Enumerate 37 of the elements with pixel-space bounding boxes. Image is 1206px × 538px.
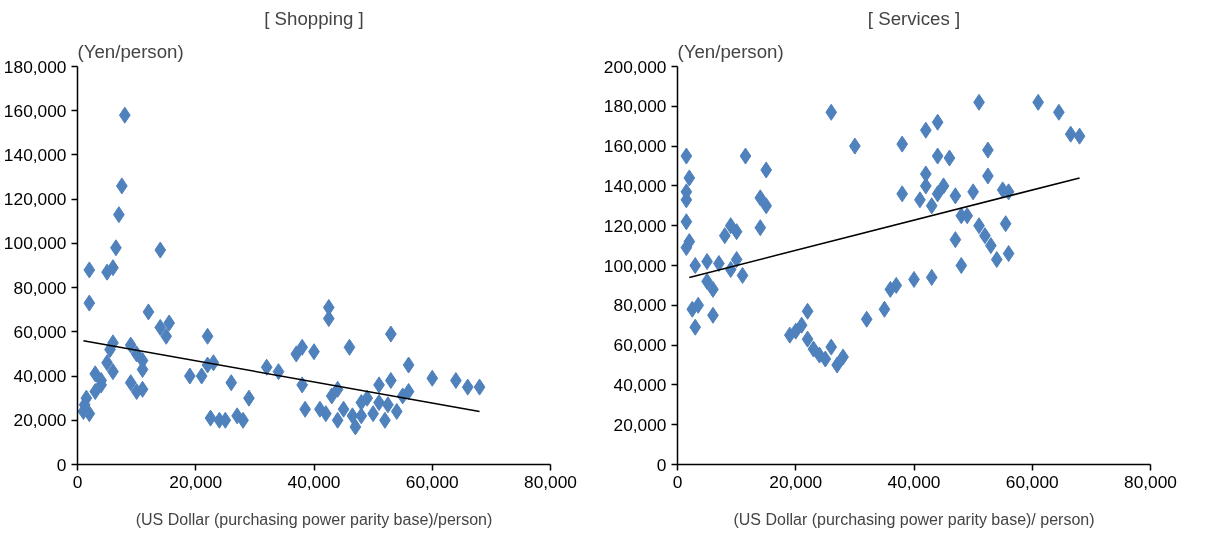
- y-tick-label: 40,000: [13, 366, 67, 387]
- y-tick-label: 120,000: [603, 215, 667, 236]
- y-tick-label: 40,000: [613, 374, 667, 395]
- x-tick-label: 60,000: [1005, 471, 1059, 492]
- x-tick-label: 40,000: [287, 471, 341, 492]
- x-tick-label: 20,000: [169, 471, 223, 492]
- chart-title: [ Shopping ]: [264, 7, 364, 29]
- y-tick-label: 180,000: [603, 96, 667, 117]
- y-tick-label: 80,000: [613, 295, 667, 316]
- x-tick-label: 0: [672, 471, 683, 492]
- y-tick-label: 80,000: [13, 277, 67, 298]
- y-tick-label: 140,000: [603, 175, 667, 196]
- y-tick-label: 60,000: [613, 335, 667, 356]
- y-tick-label: 160,000: [603, 136, 667, 157]
- y-tick-label: 120,000: [3, 189, 67, 210]
- chart-title: [ Services ]: [867, 7, 961, 29]
- x-tick-label: 20,000: [769, 471, 823, 492]
- x-tick-label: 80,000: [524, 471, 577, 492]
- y-tick-label: 100,000: [603, 255, 667, 276]
- y-tick-label: 0: [656, 454, 667, 475]
- y-tick-label: 100,000: [3, 233, 67, 254]
- y-axis-title: (Yen/person): [77, 40, 184, 62]
- x-tick-label: 60,000: [405, 471, 459, 492]
- x-tick-label: 0: [72, 471, 83, 492]
- y-tick-label: 20,000: [613, 414, 667, 435]
- y-tick-label: 20,000: [13, 410, 67, 431]
- x-axis-title: (US Dollar (purchasing power parity base)/person): [135, 510, 493, 528]
- y-tick-label: 0: [56, 454, 67, 475]
- y-tick-label: 180,000: [3, 56, 67, 77]
- y-axis-title: (Yen/person): [677, 40, 784, 62]
- x-axis-title: (US Dollar (purchasing power parity base)/ person): [733, 510, 1095, 528]
- y-tick-label: 200,000: [603, 56, 667, 77]
- y-tick-label: 160,000: [3, 100, 67, 121]
- x-tick-label: 40,000: [887, 471, 941, 492]
- x-tick-label: 80,000: [1124, 471, 1177, 492]
- y-tick-label: 140,000: [3, 144, 67, 165]
- y-tick-label: 60,000: [13, 321, 67, 342]
